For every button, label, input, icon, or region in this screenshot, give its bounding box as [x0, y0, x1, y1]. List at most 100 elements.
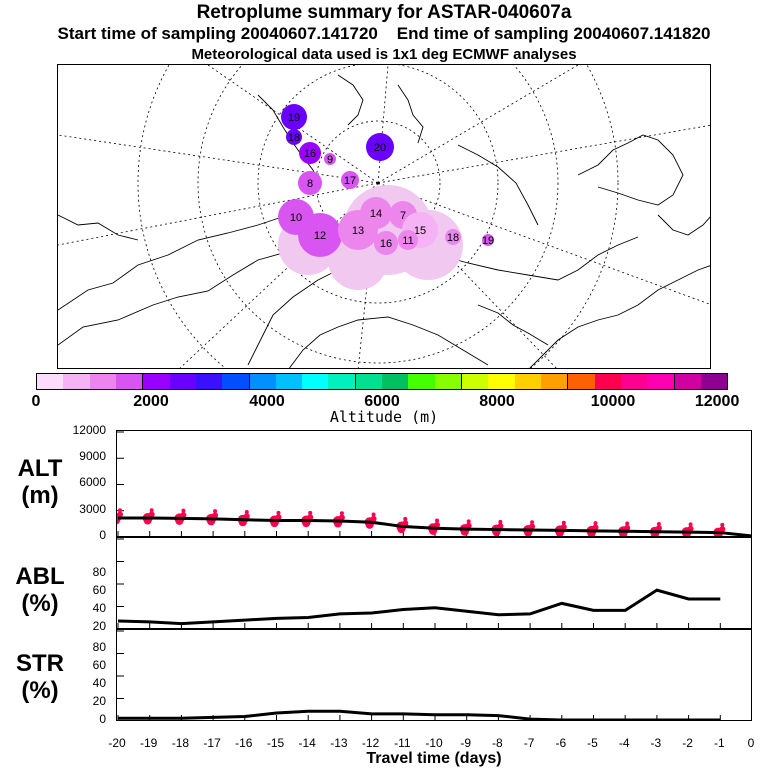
- plume-cluster: 12: [298, 213, 342, 257]
- plume-cluster-label: 12: [314, 230, 326, 242]
- series-line: [118, 516, 751, 536]
- latitude-circle-inner: [315, 120, 441, 246]
- x-tick-label: -4: [618, 736, 630, 750]
- altitude-point: [624, 524, 631, 531]
- latitude-circles: [137, 65, 619, 368]
- alt-ytick-label: 9000: [79, 449, 106, 463]
- plume-cluster-marker: [366, 133, 394, 161]
- str-ytick-label: 40: [92, 676, 106, 690]
- altitude-point: [180, 511, 187, 518]
- altitude-point: [118, 508, 122, 513]
- chart-title: Retroplume summary for ASTAR-040607a: [196, 2, 572, 23]
- plume-cluster-marker: [374, 231, 398, 255]
- plume-cluster-marker: [286, 129, 302, 145]
- plume-cluster-marker: [482, 234, 494, 246]
- latitude-circle-outer: [197, 65, 559, 364]
- colorbar-segment: [567, 374, 595, 389]
- altitude-point: [466, 519, 471, 524]
- abl-ytick-label: 20: [92, 619, 106, 633]
- plume-cluster: 16: [299, 142, 321, 164]
- x-tick-label: -10: [425, 736, 443, 750]
- altitude-point: [181, 508, 186, 513]
- plume-cluster-label: 16: [380, 238, 392, 250]
- altitude-point: [275, 514, 282, 521]
- x-tick-label: -18: [171, 736, 190, 750]
- plume-cluster-label: 10: [290, 212, 302, 224]
- str-ytick-label: 60: [92, 658, 106, 672]
- x-tick-label: -17: [203, 736, 221, 750]
- altitude-point: [465, 522, 472, 529]
- alt-ytick-label: 6000: [79, 475, 106, 489]
- coastline: [529, 265, 710, 368]
- series-line: [117, 588, 721, 626]
- altitude-point: [688, 522, 693, 527]
- colorbar-segment: [275, 374, 303, 389]
- plume-cluster: 18: [445, 229, 461, 245]
- altitude-point: [370, 515, 377, 522]
- colorbar-segment: [408, 374, 435, 389]
- str-ytick-label: 80: [92, 640, 106, 654]
- abl-panel-label: ABL (%): [15, 563, 65, 617]
- x-tick-label: -14: [298, 736, 316, 750]
- abl-ytick-label: 40: [92, 601, 106, 615]
- met-data-text: Meteorological data used is 1x1 deg ECMW…: [191, 46, 577, 63]
- plume-cluster-marker: [324, 153, 336, 165]
- colorbar-segment: [461, 374, 489, 389]
- meridian: [377, 65, 579, 184]
- altitude-point: [213, 509, 218, 514]
- coastlines: [58, 74, 710, 368]
- colorbar-tick-label: 10000: [590, 393, 636, 410]
- colorbar-segment: [382, 374, 409, 389]
- str-plot: [117, 630, 721, 720]
- x-tick-label: -15: [266, 736, 285, 750]
- plume-cluster-label: 13: [352, 225, 364, 237]
- alt-plot: [117, 431, 751, 536]
- altitude-point: [560, 523, 567, 530]
- colorbar-segment: [248, 374, 276, 389]
- altitude-point: [687, 525, 694, 532]
- colorbar-segment: [488, 374, 515, 389]
- str-panel-label: STR (%): [16, 650, 64, 704]
- altitude-point: [497, 523, 504, 530]
- altitude-point: [655, 525, 662, 532]
- colorbar-segment: [63, 374, 90, 389]
- altitude-point: [244, 509, 249, 514]
- alt-ytick-label: 3000: [79, 502, 106, 516]
- x-tick-label: -13: [330, 736, 348, 750]
- x-tick-label: -16: [235, 736, 253, 750]
- meridian: [58, 182, 379, 246]
- end-time-text: End time of sampling 20040607.141820: [396, 24, 711, 43]
- altitude-point: [561, 520, 566, 525]
- plume-cluster-label: 17: [344, 175, 356, 187]
- x-tick-label: -7: [523, 736, 535, 750]
- plume-cluster: 8: [298, 171, 322, 195]
- colorbar-segment: [434, 374, 461, 389]
- altitude-point: [625, 521, 630, 526]
- meridian: [377, 182, 557, 368]
- altitude-point: [371, 512, 376, 517]
- plume-cluster-marker: [281, 104, 307, 130]
- altitude-point: [403, 516, 408, 521]
- plume-cluster-label: 18: [288, 132, 300, 144]
- str-ytick-label: 0: [99, 712, 106, 726]
- colorbar-segment: [195, 374, 223, 389]
- coastline: [657, 214, 710, 236]
- str-ytick-label: 20: [92, 694, 106, 708]
- abl-ytick-label: 80: [92, 565, 106, 579]
- colorbar-title: Altitude (m): [329, 408, 439, 426]
- alt-panel-label: ALT (m): [17, 455, 63, 509]
- colorbar-tick-label: 2000: [133, 393, 169, 410]
- coastline: [477, 304, 549, 346]
- x-tick-label: -3: [650, 736, 662, 750]
- plume-cluster: 11: [398, 230, 418, 250]
- latitude-circle-outermost: [137, 65, 619, 368]
- colorbar-segment: [37, 374, 64, 389]
- polar-map: 19 18 20 16 9 17 8 10 12 13 14 7 15 11 16 18 19: [57, 64, 711, 369]
- altitude-point: [435, 518, 439, 523]
- plume-cluster: 16: [374, 231, 398, 255]
- altitude-point: [434, 521, 440, 528]
- altitude-point: [243, 513, 250, 520]
- altitude-point: [656, 521, 661, 526]
